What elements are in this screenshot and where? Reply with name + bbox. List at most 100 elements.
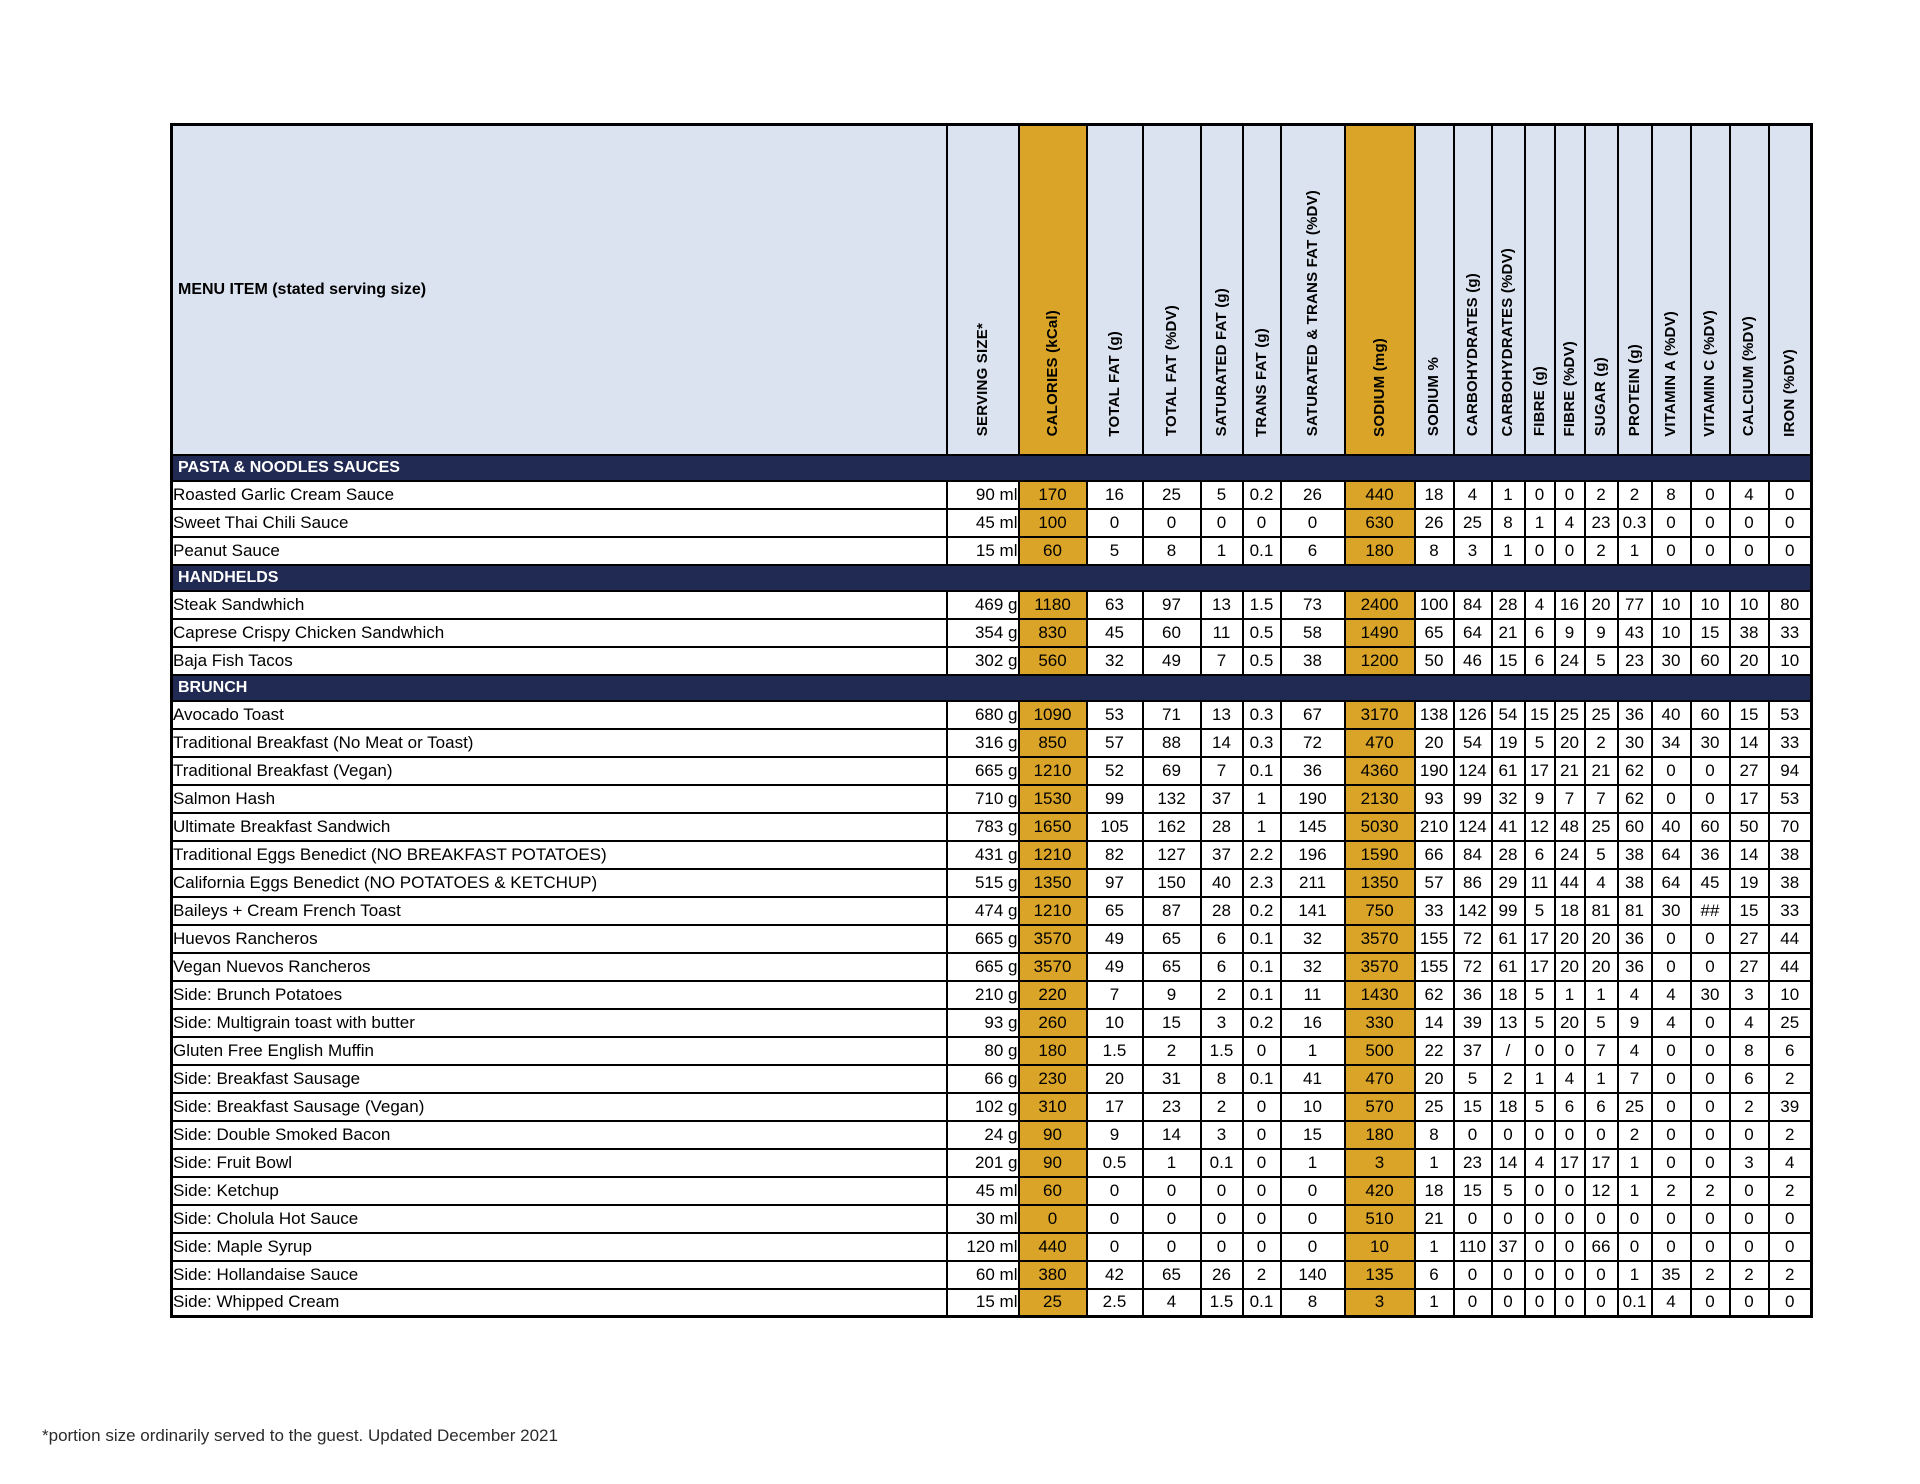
value-cell: 15 [1141,1007,1202,1038]
value-cell: 0 [1279,1231,1346,1262]
value-cell: 36 [1452,979,1493,1010]
value-cell: 150 [1141,867,1202,898]
value-cell: 94 [1767,755,1813,786]
serving-size-cell: 45 ml [945,507,1020,538]
value-cell: 7 [1553,783,1586,814]
value-cell: 1 [1413,1147,1455,1178]
column-header-label: TOTAL FAT (%DV) [1162,305,1180,437]
sodium-cell: 470 [1343,1063,1416,1094]
value-cell: 45 [1689,867,1731,898]
sodium-cell: 510 [1343,1203,1416,1234]
value-cell: 0 [1553,535,1586,566]
sodium-cell: 1490 [1343,617,1416,648]
value-cell: 0 [1085,1175,1144,1206]
menu-item-cell: Side: Ketchup [170,1175,948,1206]
value-cell: 6 [1199,923,1244,954]
value-cell: 81 [1583,895,1619,926]
menu-item-cell: Baja Fish Tacos [170,645,948,676]
value-cell: 0 [1728,535,1770,566]
value-cell: 84 [1452,589,1493,620]
value-cell: 0 [1650,1063,1692,1094]
menu-item-cell: Caprese Crispy Chicken Sandwhich [170,617,948,648]
value-cell: 36 [1616,699,1653,730]
value-cell: 0.2 [1241,1007,1282,1038]
value-cell: 20 [1413,1063,1455,1094]
value-cell: 20 [1583,951,1619,982]
value-cell: 0 [1279,1175,1346,1206]
value-cell: 2 [1767,1259,1813,1290]
value-cell: 3 [1728,1147,1770,1178]
value-cell: 17 [1523,951,1556,982]
value-cell: 0 [1650,1119,1692,1150]
value-cell: 17 [1553,1147,1586,1178]
value-cell: 8 [1141,535,1202,566]
menu-item-cell: Traditional Eggs Benedict (NO BREAKFAST … [170,839,948,870]
value-cell: 49 [1085,951,1144,982]
value-cell: 19 [1728,867,1770,898]
value-cell: 7 [1616,1063,1653,1094]
value-cell: 30 [1650,645,1692,676]
value-cell: 72 [1452,923,1493,954]
value-cell: 4 [1650,1007,1692,1038]
value-cell: 2 [1689,1259,1731,1290]
value-cell: 10 [1767,979,1813,1010]
value-cell: 88 [1141,727,1202,758]
column-header: SODIUM (mg) [1343,123,1416,456]
value-cell: 13 [1490,1007,1526,1038]
value-cell: 36 [1689,839,1731,870]
value-cell: 25 [1767,1007,1813,1038]
value-cell: 6 [1413,1259,1455,1290]
value-cell: 2.3 [1241,867,1282,898]
value-cell: 4 [1728,1007,1770,1038]
serving-size-cell: 60 ml [945,1259,1020,1290]
sodium-cell: 570 [1343,1091,1416,1122]
value-cell: 54 [1452,727,1493,758]
value-cell: 1.5 [1085,1035,1144,1066]
value-cell: ## [1689,895,1731,926]
column-header: CALORIES (kCal) [1017,123,1088,456]
value-cell: 97 [1141,589,1202,620]
value-cell: 162 [1141,811,1202,842]
menu-row: Vegan Nuevos Rancheros 665 g 3570 49 65 6 0.1 3… [170,951,1813,982]
value-cell: 53 [1767,699,1813,730]
value-cell: 50 [1413,645,1455,676]
value-cell: 1 [1490,535,1526,566]
value-cell: 0 [1689,507,1731,538]
value-cell: 0 [1689,479,1731,510]
value-cell: 21 [1490,617,1526,648]
value-cell: 0 [1141,1175,1202,1206]
serving-size-cell: 469 g [945,589,1020,620]
value-cell: 27 [1728,951,1770,982]
serving-size-cell: 783 g [945,811,1020,842]
value-cell: 62 [1616,755,1653,786]
value-cell: 28 [1199,811,1244,842]
value-cell: 2 [1241,1259,1282,1290]
value-cell: 84 [1452,839,1493,870]
serving-size-cell: 210 g [945,979,1020,1010]
value-cell: 20 [1583,923,1619,954]
menu-item-cell: Roasted Garlic Cream Sauce [170,479,948,510]
value-cell: 4 [1141,1287,1202,1318]
column-header: TOTAL FAT (g) [1085,123,1144,456]
value-cell: 155 [1413,951,1455,982]
value-cell: 10 [1279,1091,1346,1122]
sodium-cell: 1350 [1343,867,1416,898]
section-header-row: BRUNCH [170,673,1813,702]
column-header-label: CARBOHYDRATES (g) [1463,273,1481,437]
value-cell: 25 [1413,1091,1455,1122]
value-cell: 0 [1689,923,1731,954]
value-cell: 0 [1650,783,1692,814]
value-cell: 86 [1452,867,1493,898]
value-cell: 2 [1490,1063,1526,1094]
value-cell: 65 [1141,1259,1202,1290]
sodium-cell: 420 [1343,1175,1416,1206]
value-cell: 0.2 [1241,479,1282,510]
value-cell: 0 [1199,1231,1244,1262]
calories-cell: 1350 [1017,867,1088,898]
value-cell: 53 [1767,783,1813,814]
value-cell: 0 [1199,1175,1244,1206]
value-cell: 64 [1452,617,1493,648]
value-cell: 65 [1141,923,1202,954]
value-cell: 0.3 [1241,699,1282,730]
value-cell: 2 [1616,479,1653,510]
